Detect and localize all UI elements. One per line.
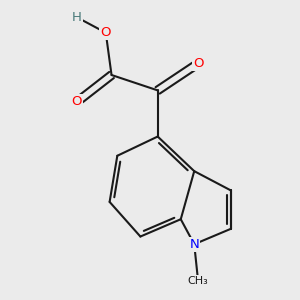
Text: O: O: [193, 57, 203, 70]
Text: O: O: [72, 95, 82, 108]
Text: O: O: [100, 26, 111, 39]
Text: H: H: [72, 11, 82, 24]
Text: N: N: [189, 238, 199, 251]
Text: CH₃: CH₃: [188, 276, 208, 286]
